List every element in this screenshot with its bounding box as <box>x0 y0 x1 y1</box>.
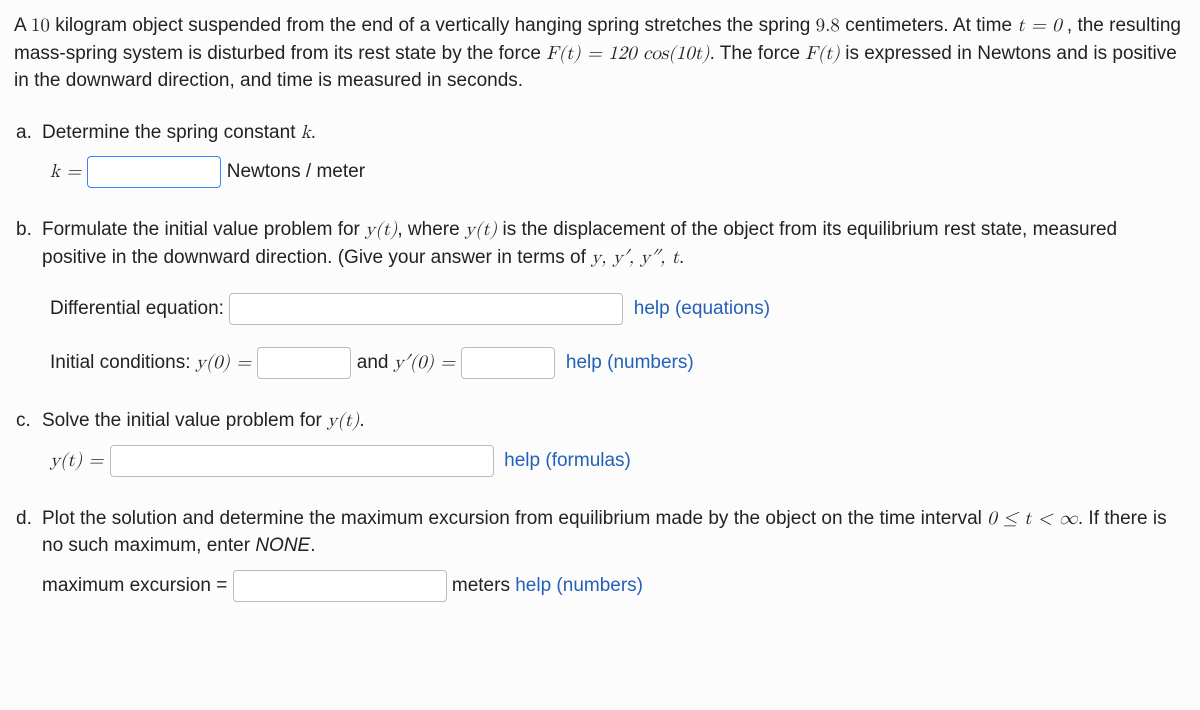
differential-equation-row: Differential equation: help (equations) <box>50 293 1186 325</box>
max-units: meters <box>452 575 515 596</box>
initial-conditions-row: Initial conditions: y(0) = and y′(0) = h… <box>50 347 1186 379</box>
stretch-value: 9.8 <box>816 16 840 35</box>
de-label: Differential equation: <box>50 298 229 319</box>
intro-text: centimeters. At time <box>840 15 1017 36</box>
part-d-prompt: Plot the solution and determine the maxi… <box>42 505 1186 560</box>
part-a-answer-row: k = Newtons / meter <box>50 156 1186 188</box>
k-equals: k = <box>50 162 87 181</box>
part-c-prompt: Solve the initial value problem for y(t)… <box>42 407 1186 435</box>
help-numbers-link[interactable]: help (numbers) <box>566 352 694 373</box>
y0-input[interactable] <box>257 347 351 379</box>
max-label: maximum excursion = <box>42 575 233 596</box>
help-numbers-link[interactable]: help (numbers) <box>515 575 643 596</box>
part-marker: b. <box>16 216 32 244</box>
yp0-label: y′(0) = <box>394 353 462 372</box>
mass-value: 10 <box>31 16 50 35</box>
part-a-prompt: Determine the spring constant k. <box>42 119 1186 147</box>
max-excursion-input[interactable] <box>233 570 447 602</box>
yp0-input[interactable] <box>461 347 555 379</box>
intro-text: kilogram object suspended from the end o… <box>50 15 816 36</box>
ic-label: Initial conditions: <box>50 352 196 373</box>
part-marker: d. <box>16 505 32 533</box>
de-input[interactable] <box>229 293 623 325</box>
part-d-answer-row: maximum excursion = meters help (numbers… <box>42 570 1186 602</box>
k-units: Newtons / meter <box>227 161 365 182</box>
part-d: d. Plot the solution and determine the m… <box>42 505 1186 602</box>
help-formulas-link[interactable]: help (formulas) <box>504 450 631 471</box>
and-text: and <box>357 352 394 373</box>
part-c-answer-row: y(t) = help (formulas) <box>50 445 1186 477</box>
vars-list: y, y′, y″, t <box>591 248 679 267</box>
k-input[interactable] <box>87 156 221 188</box>
part-b-prompt: Formulate the initial value problem for … <box>42 216 1186 271</box>
force-symbol: F(t) <box>805 44 840 63</box>
part-marker: c. <box>16 407 31 435</box>
y0-label: y(0) = <box>196 353 258 372</box>
yt-equals: y(t) = <box>50 451 110 470</box>
help-equations-link[interactable]: help (equations) <box>634 298 770 319</box>
interval: 0 ≤ t < ∞ <box>987 509 1078 528</box>
none-text: NONE <box>255 535 310 556</box>
part-b: b. Formulate the initial value problem f… <box>42 216 1186 379</box>
problem-intro: A 10 kilogram object suspended from the … <box>14 12 1186 95</box>
part-c: c. Solve the initial value problem for y… <box>42 407 1186 477</box>
intro-text: . The force <box>710 43 806 64</box>
intro-text: A <box>14 15 31 36</box>
part-marker: a. <box>16 119 32 147</box>
yt-input[interactable] <box>110 445 494 477</box>
k-var: k <box>301 123 311 142</box>
time-equation: t = 0 <box>1017 16 1061 35</box>
force-equation: F(t) = 120 cos(10t) <box>546 44 709 63</box>
part-a: a. Determine the spring constant k. k = … <box>42 119 1186 189</box>
